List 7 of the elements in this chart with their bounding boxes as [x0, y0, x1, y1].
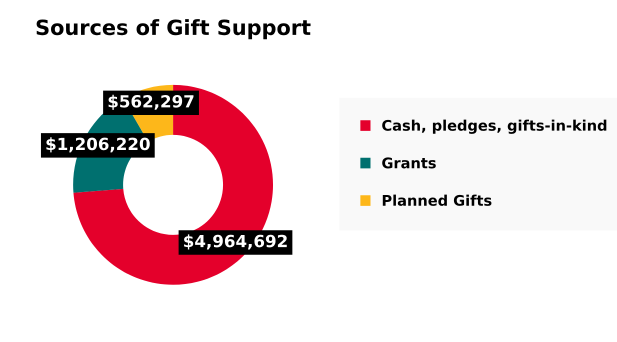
legend-label: Cash, pledges, gifts-in-kind: [382, 120, 606, 134]
legend-label: Grants: [382, 157, 436, 168]
data-label: $562,297: [108, 94, 194, 110]
data-label: $4,964,692: [184, 234, 287, 250]
data-label: $1,206,220: [46, 137, 150, 152]
legend-label: Planned Gifts: [382, 194, 492, 206]
chart-title: Sources of Gift Support: [36, 19, 311, 40]
